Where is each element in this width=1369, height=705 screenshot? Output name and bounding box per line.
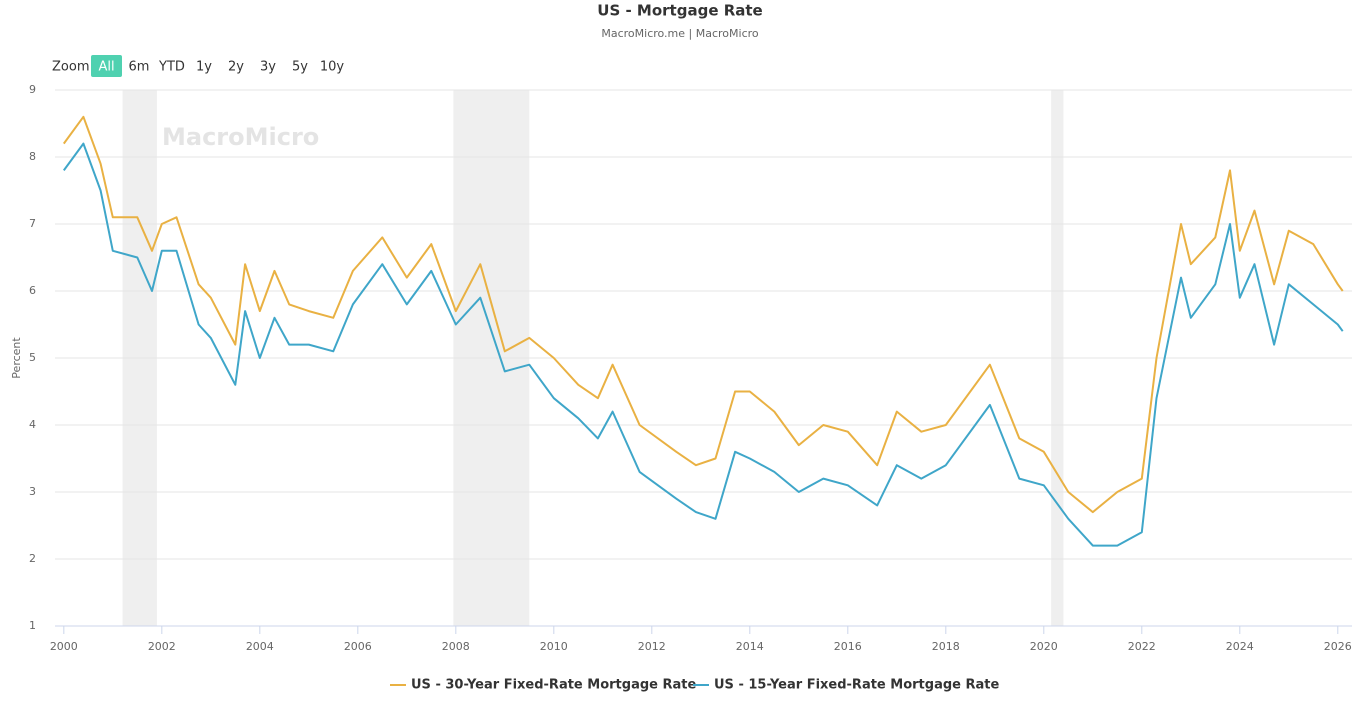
x-tick-label: 2000 [50,640,78,653]
x-tick-label: 2014 [736,640,764,653]
y-tick-label: 9 [29,83,36,96]
series-line [62,142,1344,547]
x-tick-label: 2006 [344,640,372,653]
x-tick-label: 2002 [148,640,176,653]
y-tick-label: 8 [29,150,36,163]
y-tick-label: 5 [29,351,36,364]
x-tick-label: 2004 [246,640,274,653]
x-tick-label: 2010 [540,640,568,653]
range-button-bg[interactable] [91,55,122,77]
range-button[interactable]: 1y [196,60,212,75]
chart-title: US - Mortgage Rate [597,2,762,20]
range-button[interactable]: 10y [320,60,345,75]
x-tick-label: 2012 [638,640,666,653]
range-button[interactable]: 5y [292,60,308,75]
x-tick-label: 2018 [932,640,960,653]
x-tick-label: 2022 [1128,640,1156,653]
y-tick-label: 7 [29,217,36,230]
y-tick-label: 4 [29,418,36,431]
zoom-label: Zoom [52,60,89,75]
series-line [62,115,1344,514]
range-button[interactable]: 2y [228,60,244,75]
chart-subtitle: MacroMicro.me | MacroMicro [601,27,759,40]
y-tick-label: 1 [29,619,36,632]
range-button[interactable]: 6m [129,60,150,75]
x-tick-label: 2026 [1324,640,1352,653]
range-button[interactable]: All [98,60,114,75]
x-tick-label: 2008 [442,640,470,653]
y-tick-label: 3 [29,485,36,498]
range-button[interactable]: 3y [260,60,276,75]
y-tick-label: 2 [29,552,36,565]
legend-label[interactable]: US - 30-Year Fixed-Rate Mortgage Rate [411,678,696,693]
legend-label[interactable]: US - 15-Year Fixed-Rate Mortgage Rate [714,678,999,693]
watermark: MacroMicro [162,123,319,151]
x-tick-label: 2020 [1030,640,1058,653]
x-tick-label: 2024 [1226,640,1254,653]
x-tick-label: 2016 [834,640,862,653]
y-tick-label: 6 [29,284,36,297]
range-button[interactable]: YTD [158,60,185,75]
y-axis-label: Percent [10,337,23,379]
